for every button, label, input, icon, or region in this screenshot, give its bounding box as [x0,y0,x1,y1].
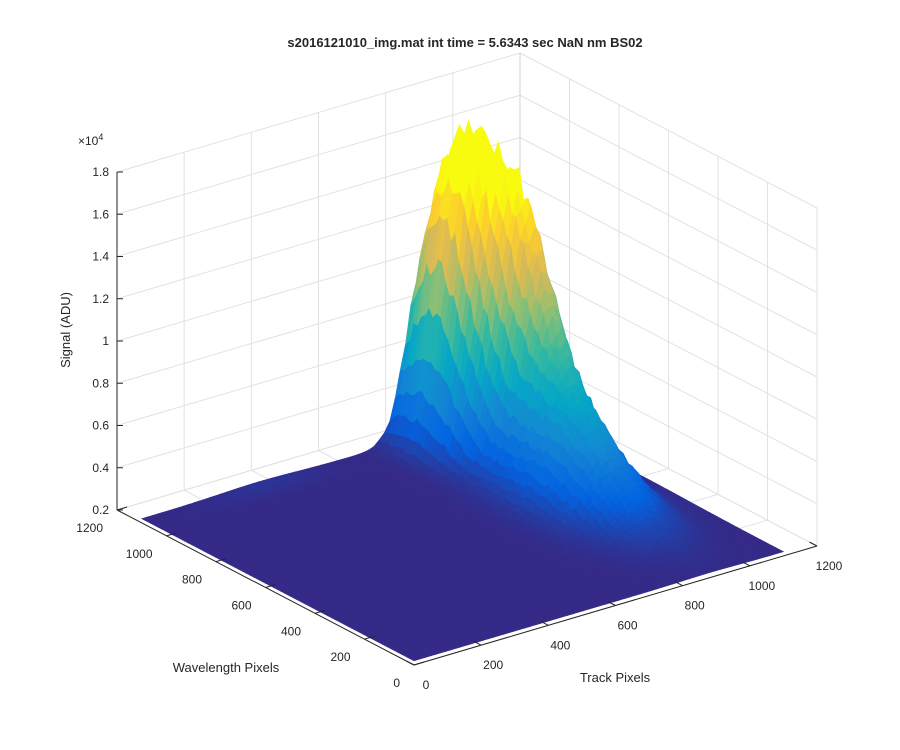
side-wall-grid-line [519,137,818,293]
z-tick-label: 0.8 [92,376,109,390]
y-tick-label: 200 [330,650,350,664]
z-tick-label: 0.2 [92,503,109,517]
y-tick-label: 400 [281,624,301,638]
x-tick-label: 600 [617,619,637,633]
side-wall-grid-line [519,263,818,420]
back-wall-grid-line [116,52,521,173]
z-tick-label: 0.4 [92,461,109,475]
y-tick-mark [413,661,425,666]
x-tick-label: 800 [685,599,705,613]
side-wall-grid-line [519,306,818,462]
surface [140,119,785,662]
x-tick-label: 1200 [816,559,843,573]
z-tick-label: 1 [102,334,109,348]
x-tick-label: 0 [423,678,430,692]
z-tick-label: 1.6 [92,207,109,221]
x-tick-label: 200 [483,658,503,672]
back-wall-grid-line [116,94,521,215]
x-tick-mark [406,660,415,666]
z-tick-label: 1.4 [92,250,109,264]
y-tick-label: 1000 [126,547,153,561]
y-tick-label: 800 [182,573,202,587]
y-tick-label: 600 [231,599,251,613]
z-tick-label: 0.6 [92,419,109,433]
side-wall-grid-line [519,221,818,378]
side-wall-grid-line [519,94,818,251]
z-tick-label: 1.2 [92,292,109,306]
x-tick-label: 400 [550,638,570,652]
z-tick-label: 1.8 [92,165,109,179]
y-tick-label: 0 [393,676,400,690]
x-tick-mark [809,541,818,547]
y-tick-label: 1200 [76,521,103,535]
x-tick-label: 1000 [748,579,775,593]
side-wall-grid-line [519,179,818,336]
side-wall-grid-line [519,52,818,209]
